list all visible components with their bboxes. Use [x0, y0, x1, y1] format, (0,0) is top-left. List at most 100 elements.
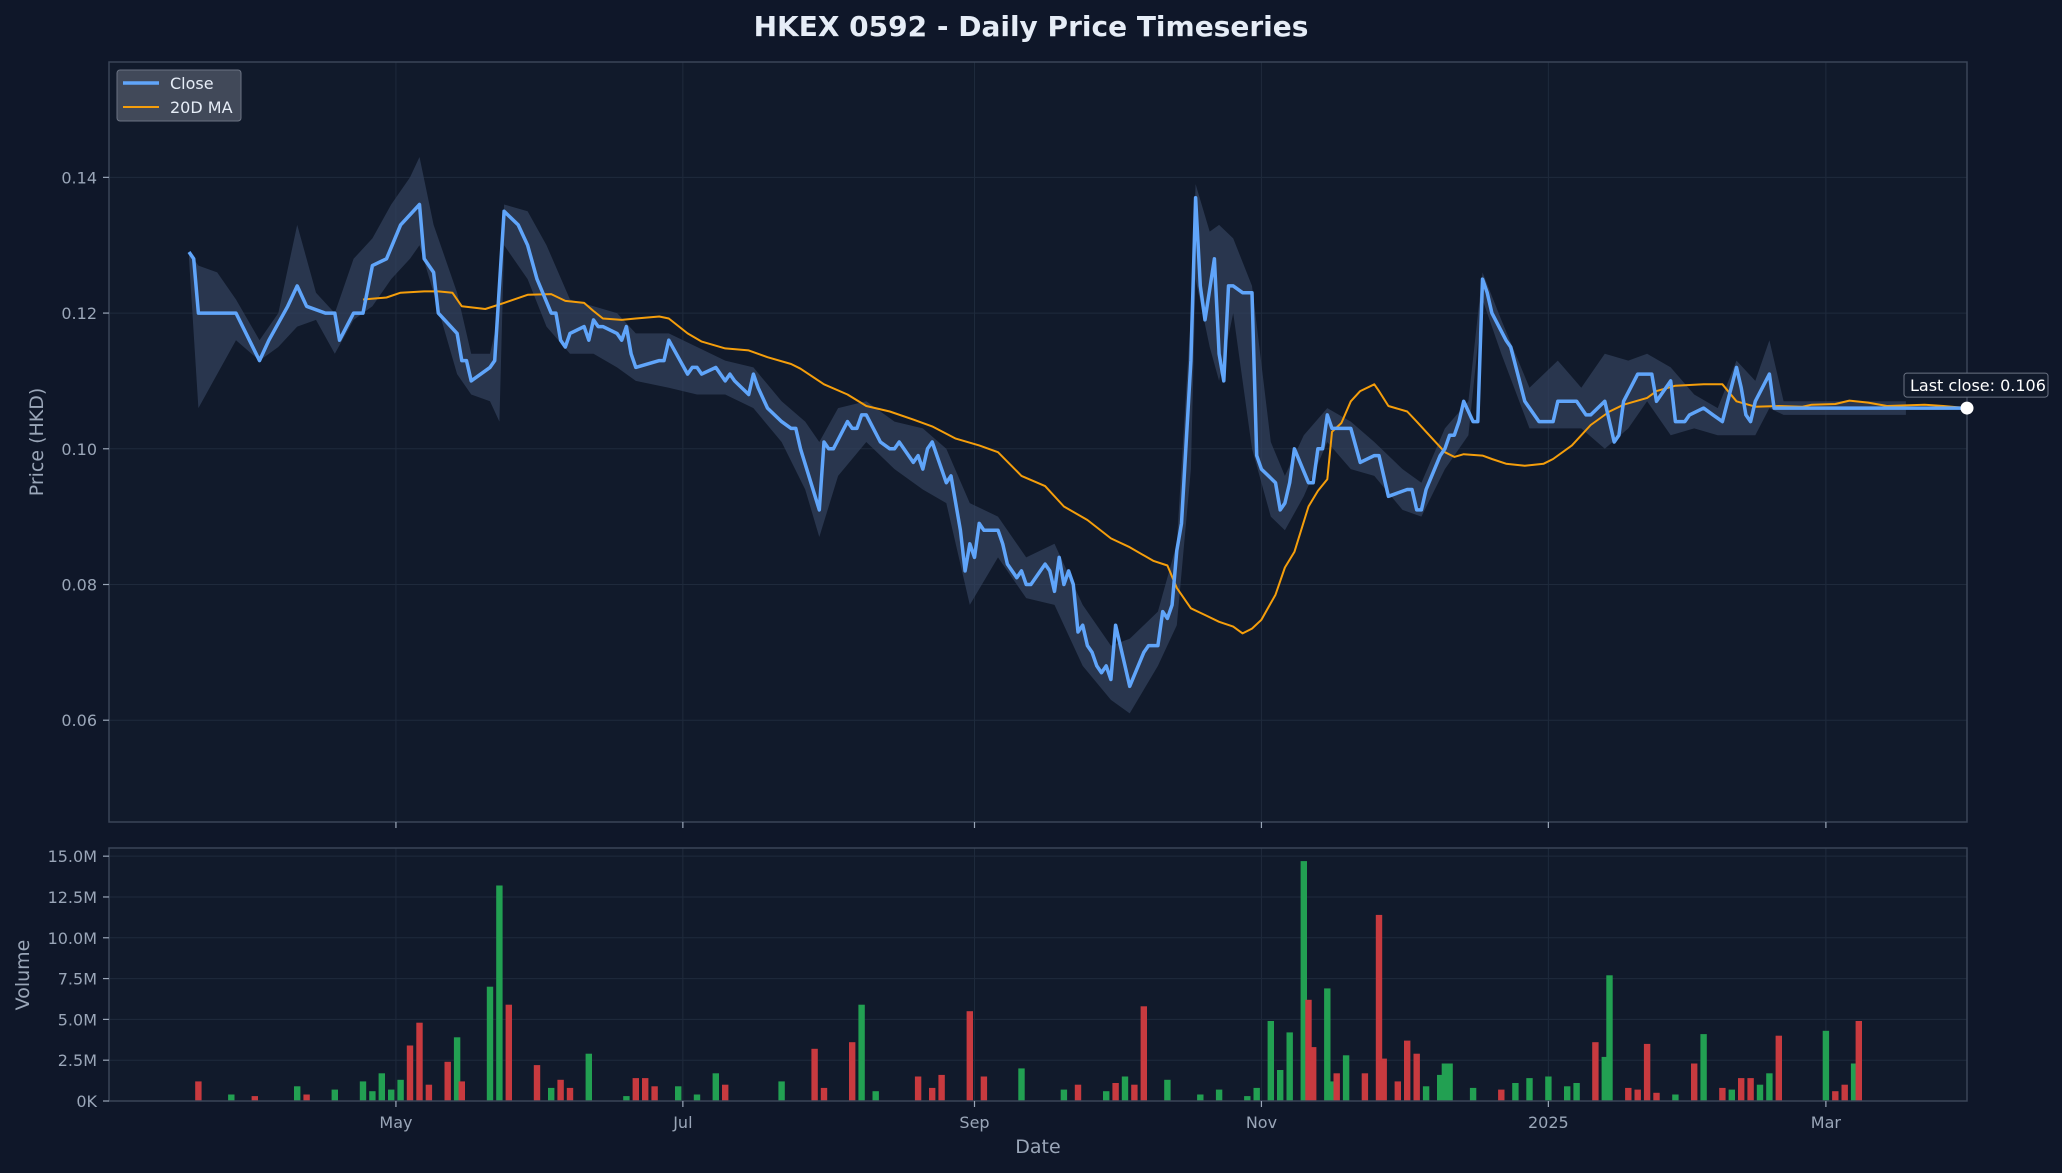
volume-y-tick-label: 5.0M: [58, 1010, 97, 1029]
volume-bar: [533, 1065, 541, 1101]
price-y-tick-label: 0.08: [61, 576, 97, 595]
volume-y-ticks: 0K 2.5M 5.0M 7.5M 10.0M 12.5M 15.0M: [48, 847, 109, 1111]
volume-bar: [722, 1084, 729, 1101]
volume-bar: [1643, 1043, 1651, 1101]
volume-bar: [914, 1076, 922, 1101]
volume-bar: [632, 1078, 639, 1101]
volume-bar: [303, 1094, 310, 1101]
volume-bar: [1446, 1063, 1453, 1101]
x-tick-label: May: [379, 1113, 412, 1132]
volume-y-tick-label: 15.0M: [48, 847, 97, 866]
volume-bar: [1305, 999, 1312, 1101]
volume-bar: [1253, 1087, 1260, 1101]
volume-bar: [1766, 1073, 1773, 1101]
volume-bar: [1606, 975, 1613, 1101]
volume-bar: [1573, 1083, 1580, 1101]
high-low-band: [189, 157, 1906, 714]
x-tick-label: Jul: [672, 1113, 692, 1132]
volume-bar: [331, 1089, 338, 1101]
volume-bar: [369, 1091, 376, 1101]
volume-bar: [1719, 1087, 1726, 1101]
x-ticks: May Jul Sep Nov 2025 Mar: [379, 1101, 1841, 1132]
legend-close-label: Close: [170, 74, 214, 93]
volume-bar: [1413, 1053, 1420, 1101]
volume-bar: [1841, 1084, 1848, 1101]
volume-bar: [1164, 1079, 1171, 1101]
volume-bar: [966, 1011, 973, 1101]
volume-bar: [1074, 1084, 1082, 1101]
volume-bar: [1422, 1086, 1430, 1101]
volume-bar: [397, 1079, 404, 1101]
volume-bar: [929, 1087, 936, 1101]
volume-bar: [1634, 1089, 1641, 1101]
volume-bar: [1286, 1032, 1293, 1101]
volume-bar: [548, 1087, 555, 1101]
volume-bar: [294, 1086, 301, 1101]
legend-ma-label: 20D MA: [170, 98, 233, 117]
volume-bar: [642, 1078, 649, 1101]
volume-bar: [675, 1086, 682, 1101]
volume-bar: [1244, 1096, 1251, 1101]
volume-axis-label: Volume: [12, 940, 34, 1011]
legend: Close 20D MA: [116, 69, 242, 122]
chart-title: HKEX 0592 - Daily Price Timeseries: [754, 10, 1309, 43]
volume-bar: [453, 1037, 461, 1101]
volume-bar: [444, 1061, 451, 1101]
volume-bar: [406, 1045, 414, 1101]
volume-bar: [1404, 1040, 1411, 1101]
volume-bar: [1822, 1030, 1830, 1101]
volume-bar: [1564, 1086, 1571, 1101]
volume-bar: [1526, 1078, 1533, 1101]
volume-bar: [1197, 1094, 1204, 1101]
volume-bar: [425, 1084, 433, 1101]
volume-bar: [1672, 1094, 1679, 1101]
volume-bar: [505, 1004, 512, 1101]
volume-bar: [1324, 988, 1331, 1101]
volume-bar: [1333, 1073, 1340, 1101]
volume-bar: [1738, 1078, 1745, 1101]
x-axis-label: Date: [1015, 1136, 1060, 1158]
volume-bar: [359, 1081, 367, 1101]
price-panel: 0.06 0.08 0.10 0.12 0.14 Price (HKD) Last cl…: [26, 61, 2049, 828]
last-close-annotation: Last close: 0.106: [1903, 372, 2049, 415]
volume-y-tick-label: 7.5M: [58, 970, 97, 989]
volume-bar: [496, 885, 503, 1101]
volume-bar: [1441, 1063, 1449, 1101]
volume-bar: [378, 1073, 385, 1101]
volume-bar: [458, 1081, 465, 1101]
volume-bar: [1775, 1035, 1782, 1101]
x-tick-label: Mar: [1811, 1113, 1842, 1132]
volume-bar: [557, 1079, 564, 1101]
y-axis-label: Price (HKD): [26, 388, 48, 497]
volume-bar: [486, 986, 494, 1101]
volume-plot-area: [109, 848, 1967, 1101]
volume-bar: [1361, 1073, 1369, 1101]
volume-bar: [858, 1004, 865, 1101]
volume-bar: [1545, 1076, 1552, 1101]
volume-bar: [1140, 1006, 1147, 1101]
annotation-text: Last close: 0.106: [1910, 376, 2046, 395]
volume-bar: [1328, 1081, 1336, 1101]
volume-bar: [778, 1081, 785, 1101]
price-y-tick-label: 0.14: [61, 168, 97, 187]
volume-bar: [195, 1081, 202, 1101]
volume-bar: [388, 1089, 395, 1101]
volume-bar: [251, 1096, 258, 1101]
volume-bar: [1700, 1034, 1707, 1101]
volume-bar: [1215, 1089, 1223, 1101]
annotation-box: [1903, 372, 2049, 398]
price-lines: [187, 195, 1968, 689]
volume-bar: [1756, 1084, 1764, 1101]
volume-bar: [1691, 1063, 1698, 1101]
volume-bar: [1850, 1063, 1858, 1101]
volume-bar: [1747, 1078, 1754, 1101]
volume-bar: [1512, 1083, 1519, 1101]
volume-bar: [1601, 1056, 1608, 1101]
volume-bar: [1592, 1042, 1599, 1101]
volume-bar: [416, 1022, 423, 1101]
volume-bar: [566, 1087, 574, 1101]
volume-y-tick-label: 10.0M: [48, 929, 97, 948]
x-tick-label: Sep: [959, 1113, 989, 1132]
volume-y-tick-label: 2.5M: [58, 1051, 97, 1070]
